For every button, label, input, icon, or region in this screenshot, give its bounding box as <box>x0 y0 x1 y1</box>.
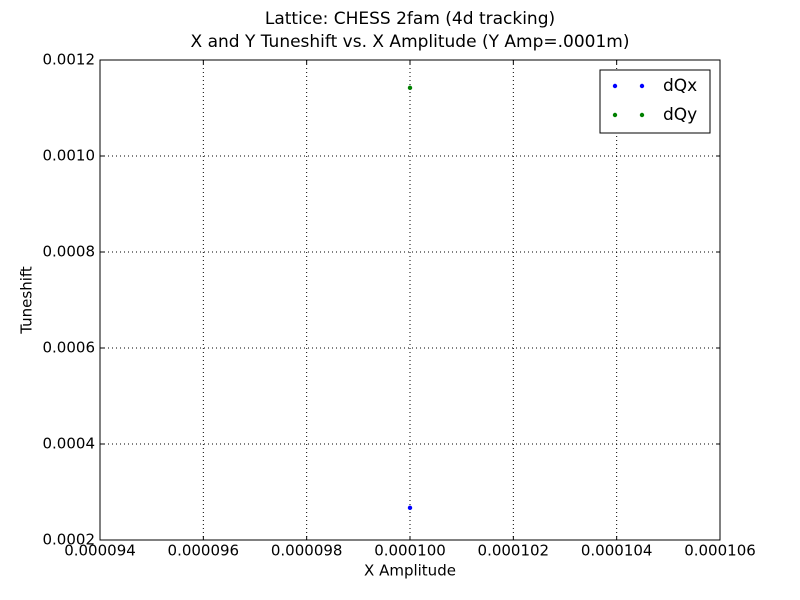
x-tick-label: 0.000100 <box>374 542 446 560</box>
x-tick-label: 0.000102 <box>478 542 550 560</box>
chart-subtitle: X and Y Tuneshift vs. X Amplitude (Y Amp… <box>191 32 630 52</box>
y-tick-label: 0.0004 <box>43 435 96 453</box>
point <box>407 505 413 511</box>
point <box>407 85 413 91</box>
chart-title: Lattice: CHESS 2fam (4d tracking) <box>265 9 555 29</box>
x-tick-label: 0.000098 <box>271 542 343 560</box>
y-tick-label: 0.0002 <box>43 531 96 549</box>
x-tick-label: 0.000106 <box>684 542 756 560</box>
x-tick-label: 0.000104 <box>581 542 653 560</box>
legend-marker <box>639 83 645 89</box>
y-tick-label: 0.0012 <box>43 51 96 69</box>
legend-label: dQy <box>663 105 697 125</box>
legend-box <box>599 69 711 134</box>
x-tick-label: 0.000094 <box>64 542 136 560</box>
x-tick-label: 0.000096 <box>168 542 240 560</box>
y-tick-label: 0.0008 <box>43 243 96 261</box>
legend-marker <box>612 112 618 118</box>
plot-frame <box>99 59 721 541</box>
y-axis-label: Tuneshift <box>18 266 36 335</box>
y-tick-label: 0.0006 <box>43 339 96 357</box>
legend-marker <box>612 83 618 89</box>
legend-marker <box>639 112 645 118</box>
legend-label: dQx <box>663 76 697 96</box>
y-tick-label: 0.0010 <box>43 147 96 165</box>
x-axis-label: X Amplitude <box>364 562 456 580</box>
